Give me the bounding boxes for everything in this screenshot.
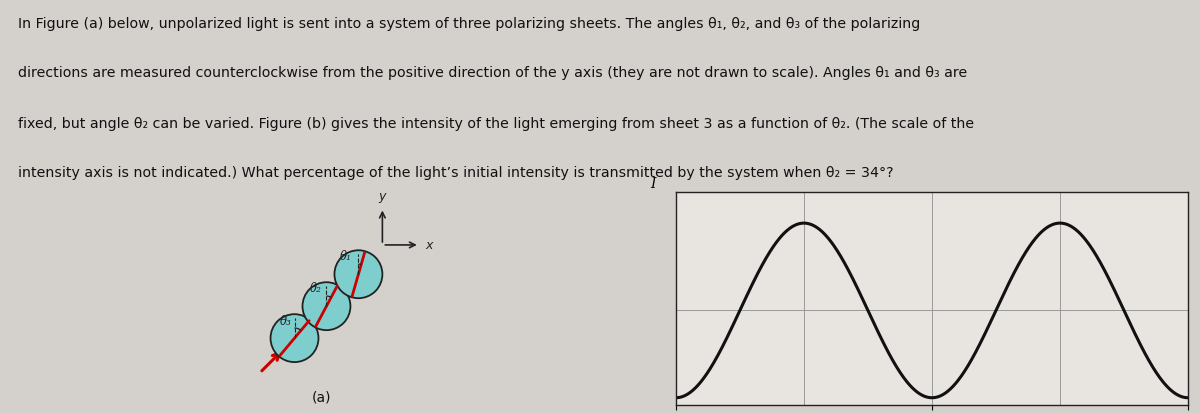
Circle shape <box>302 282 350 330</box>
Text: I: I <box>650 176 655 190</box>
Text: directions are measured counterclockwise from the positive direction of the y ax: directions are measured counterclockwise… <box>18 66 967 80</box>
Text: θ₂: θ₂ <box>310 282 322 294</box>
Text: (a): (a) <box>311 390 331 404</box>
Text: intensity axis is not indicated.) What percentage of the light’s initial intensi: intensity axis is not indicated.) What p… <box>18 165 894 179</box>
Text: In Figure (a) below, unpolarized light is sent into a system of three polarizing: In Figure (a) below, unpolarized light i… <box>18 17 920 31</box>
Text: θ₁: θ₁ <box>341 249 352 262</box>
Text: fixed, but angle θ₂ can be varied. Figure (b) gives the intensity of the light e: fixed, but angle θ₂ can be varied. Figur… <box>18 116 974 130</box>
Text: y: y <box>379 190 386 203</box>
Circle shape <box>270 314 318 362</box>
Circle shape <box>335 251 383 299</box>
Text: θ₃: θ₃ <box>280 314 292 327</box>
Text: x: x <box>425 239 432 252</box>
